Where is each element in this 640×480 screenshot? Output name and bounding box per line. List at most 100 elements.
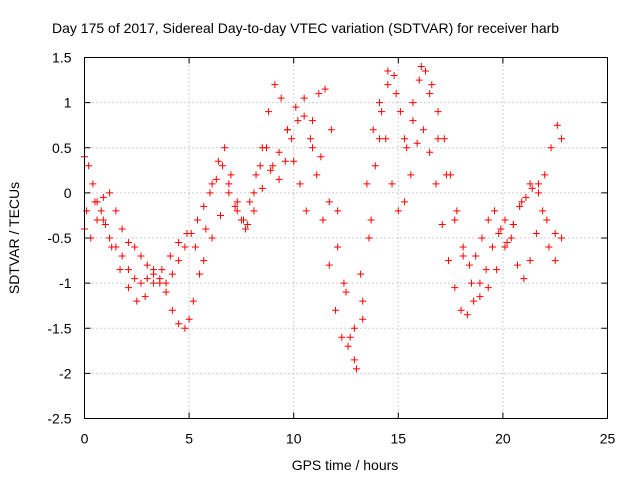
series-track-C [83,63,559,332]
data-point [321,85,329,93]
data-point [250,207,258,215]
data-point [428,81,436,89]
data-point [484,216,492,224]
data-point [143,261,151,269]
x-tick-label: 0 [81,431,89,447]
data-point [269,162,277,170]
data-point [557,135,565,143]
data-point [124,239,132,247]
data-point [93,216,101,224]
data-point [442,171,450,179]
data-point [137,252,145,260]
data-point [206,189,214,197]
x-tick-label: 10 [286,431,302,447]
data-point [168,306,176,314]
y-tick-label: -2 [59,365,72,381]
data-point [101,220,109,228]
data-point [526,257,534,265]
axis-ticks: -2.5 -2 -1.5 -1 -0.5 0 0.5 1 1.5 0 5 10 15 20 25 [47,50,615,447]
data-point [363,180,371,188]
data-point [317,153,325,161]
data-point [476,279,484,287]
y-tick-label: -0.5 [47,230,71,246]
y-tick-label: 0.5 [52,140,72,156]
y-axis-label: SDTVAR / TECUs [6,182,22,294]
data-points [81,63,565,373]
data-point [112,207,120,215]
data-point [158,266,166,274]
data-point [175,239,183,247]
data-point [302,207,310,215]
data-point [539,207,547,215]
data-point [384,81,392,89]
data-point [463,311,471,319]
data-point [319,216,327,224]
data-point [338,333,346,341]
data-point [175,320,183,328]
data-point [281,157,289,165]
data-point [334,207,342,215]
x-tick-label: 20 [495,431,511,447]
x-tick-label: 15 [391,431,407,447]
data-point [334,243,342,251]
data-point [219,162,227,170]
y-tick-label: -1.5 [47,320,71,336]
data-point [557,234,565,242]
data-point [457,306,465,314]
data-point [472,252,480,260]
data-point [482,266,490,274]
data-point [212,175,220,183]
data-point [459,252,467,260]
data-point [488,243,496,251]
data-point [150,266,158,274]
data-point [409,99,417,107]
data-point [325,261,333,269]
data-point [137,279,145,287]
data-point [256,162,264,170]
data-point [181,243,189,251]
data-point [520,275,528,283]
y-tick-label: 0 [64,185,72,201]
data-point [534,189,542,197]
data-point [233,198,241,206]
data-point [306,135,314,143]
data-point [181,324,189,332]
data-point [357,270,365,278]
data-point [108,243,116,251]
data-point [290,157,298,165]
data-point [208,234,216,242]
data-point [221,144,229,152]
data-point [407,171,415,179]
data-point [325,198,333,206]
data-point [225,180,233,188]
data-point [133,297,141,305]
data-point [131,275,139,283]
data-point [359,315,367,323]
data-point [401,198,409,206]
data-point [413,139,421,147]
data-point [346,333,354,341]
data-point [484,284,492,292]
data-point [332,306,340,314]
data-point [432,180,440,188]
data-point [534,180,542,188]
data-point [401,135,409,143]
data-point [183,229,191,237]
data-point [388,180,396,188]
data-point [367,216,375,224]
data-point [503,239,511,247]
data-point [292,103,300,111]
data-point [200,202,208,210]
data-point [478,234,486,242]
data-point [263,144,271,152]
data-point [342,288,350,296]
data-point [97,207,105,215]
data-point [526,180,534,188]
data-point [434,108,442,116]
data-point [309,117,317,125]
data-point [124,284,132,292]
grid [84,57,608,419]
data-point [106,234,114,242]
data-point [403,144,411,152]
data-point [200,257,208,265]
